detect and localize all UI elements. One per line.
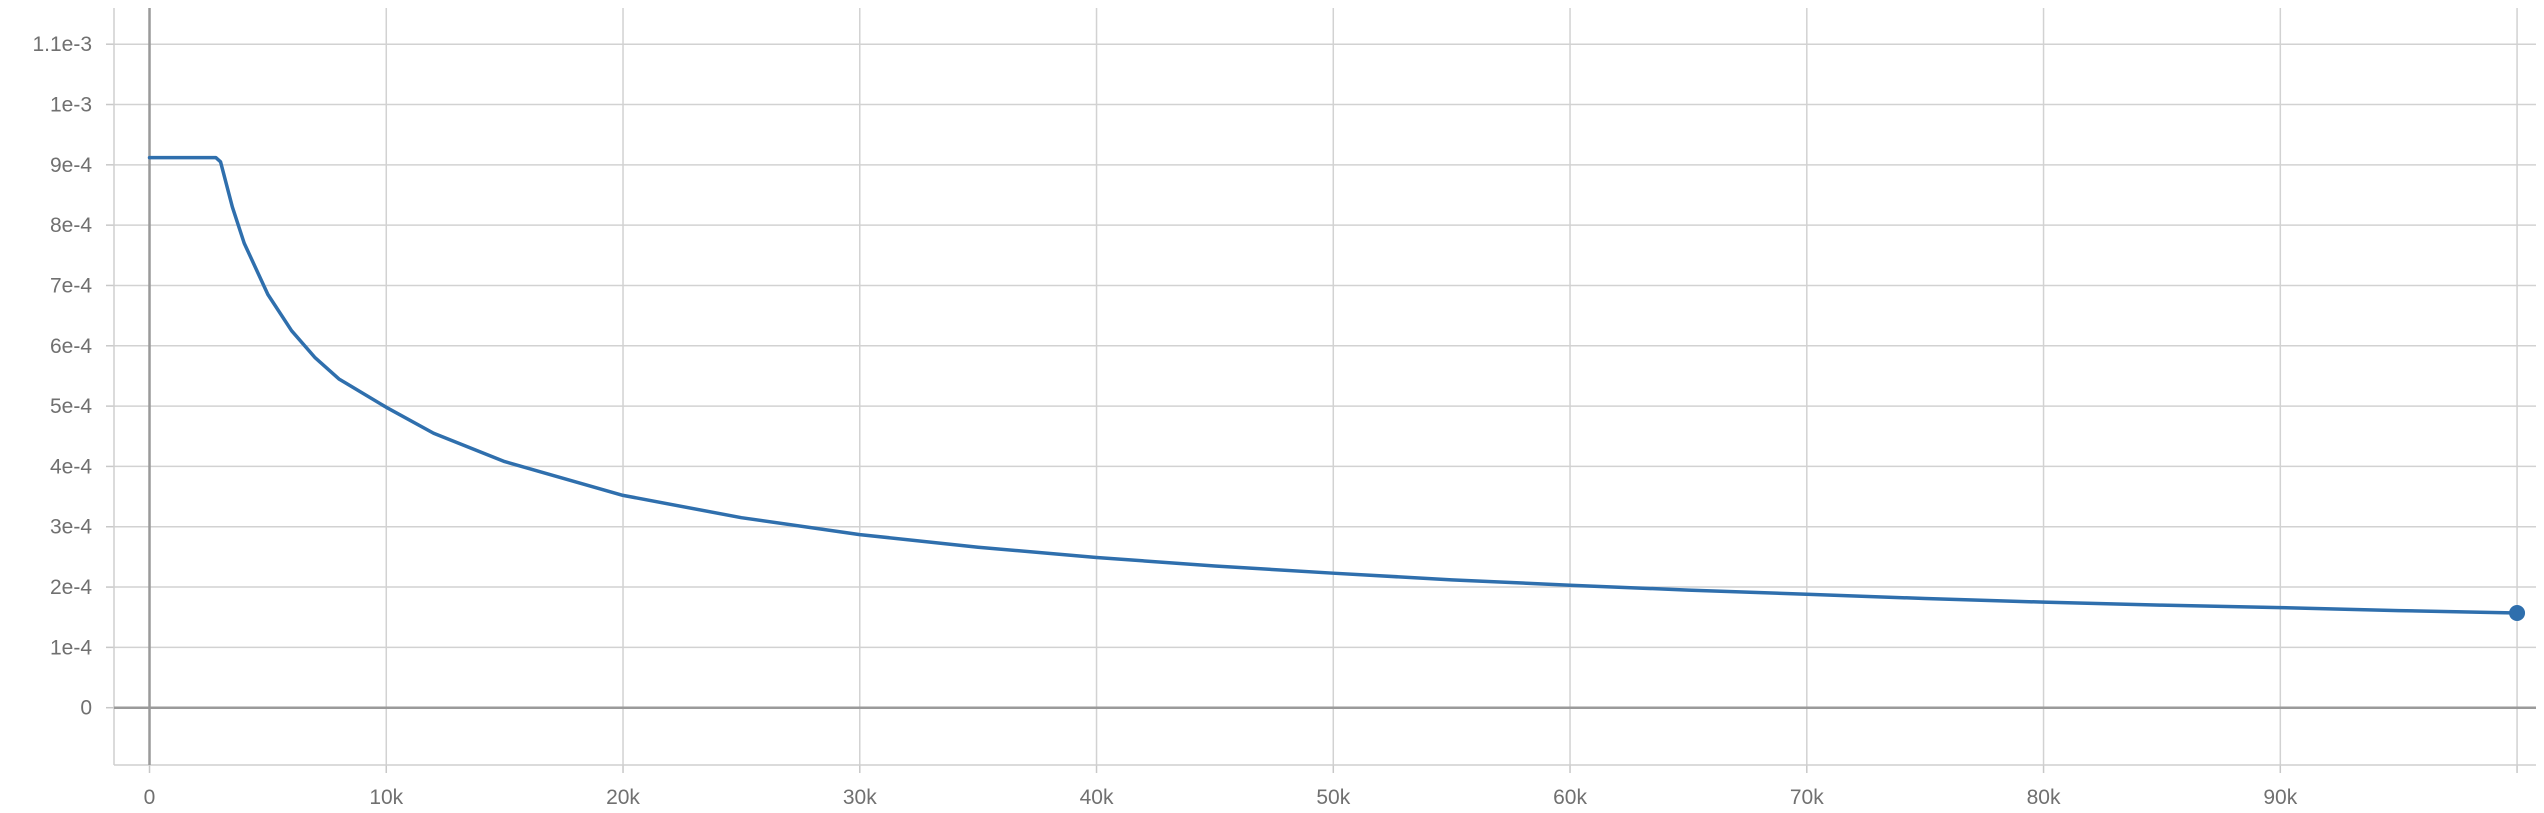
y-tick-label: 7e-4 (50, 274, 92, 297)
y-tick-label: 9e-4 (50, 154, 92, 177)
x-tick-label: 70k (1790, 786, 1824, 808)
x-tick-label: 60k (1553, 786, 1587, 808)
y-tick-label: 3e-4 (50, 516, 92, 539)
axes (106, 8, 2536, 773)
grid (114, 8, 2536, 765)
y-axis-tick-labels: 0 1e-4 2e-4 3e-4 4e-4 5e-4 6e-4 7e-4 8e-4 9e-4 1e-… (32, 33, 92, 720)
y-tick-label: 2e-4 (50, 576, 92, 599)
x-tick-label: 40k (1080, 786, 1114, 808)
y-tick-label: 6e-4 (50, 335, 92, 358)
y-tick-label: 8e-4 (50, 214, 92, 237)
y-tick-label: 1e-3 (50, 94, 92, 117)
series-end-point (2509, 604, 2526, 621)
x-tick-label: 0 (144, 786, 156, 808)
y-tick-label: 4e-4 (50, 455, 92, 478)
series-line (147, 155, 2519, 615)
x-tick-label: 80k (2027, 786, 2061, 808)
y-tick-label: 5e-4 (50, 395, 92, 418)
y-tick-label: 1e-4 (50, 636, 92, 659)
x-tick-label: 90k (2263, 786, 2297, 808)
x-axis-tick-labels: 0 10k 20k 30k 40k 50k 60k 70k 80k 90k (144, 786, 2298, 809)
x-tick-label: 50k (1316, 786, 1350, 808)
x-tick-label: 30k (843, 786, 877, 808)
y-tick-label: 1.1e-3 (32, 33, 92, 56)
x-tick-label: 10k (369, 786, 403, 808)
y-tick-label: 0 (80, 697, 92, 720)
x-tick-label: 20k (606, 786, 640, 808)
series-layer (147, 155, 2526, 621)
